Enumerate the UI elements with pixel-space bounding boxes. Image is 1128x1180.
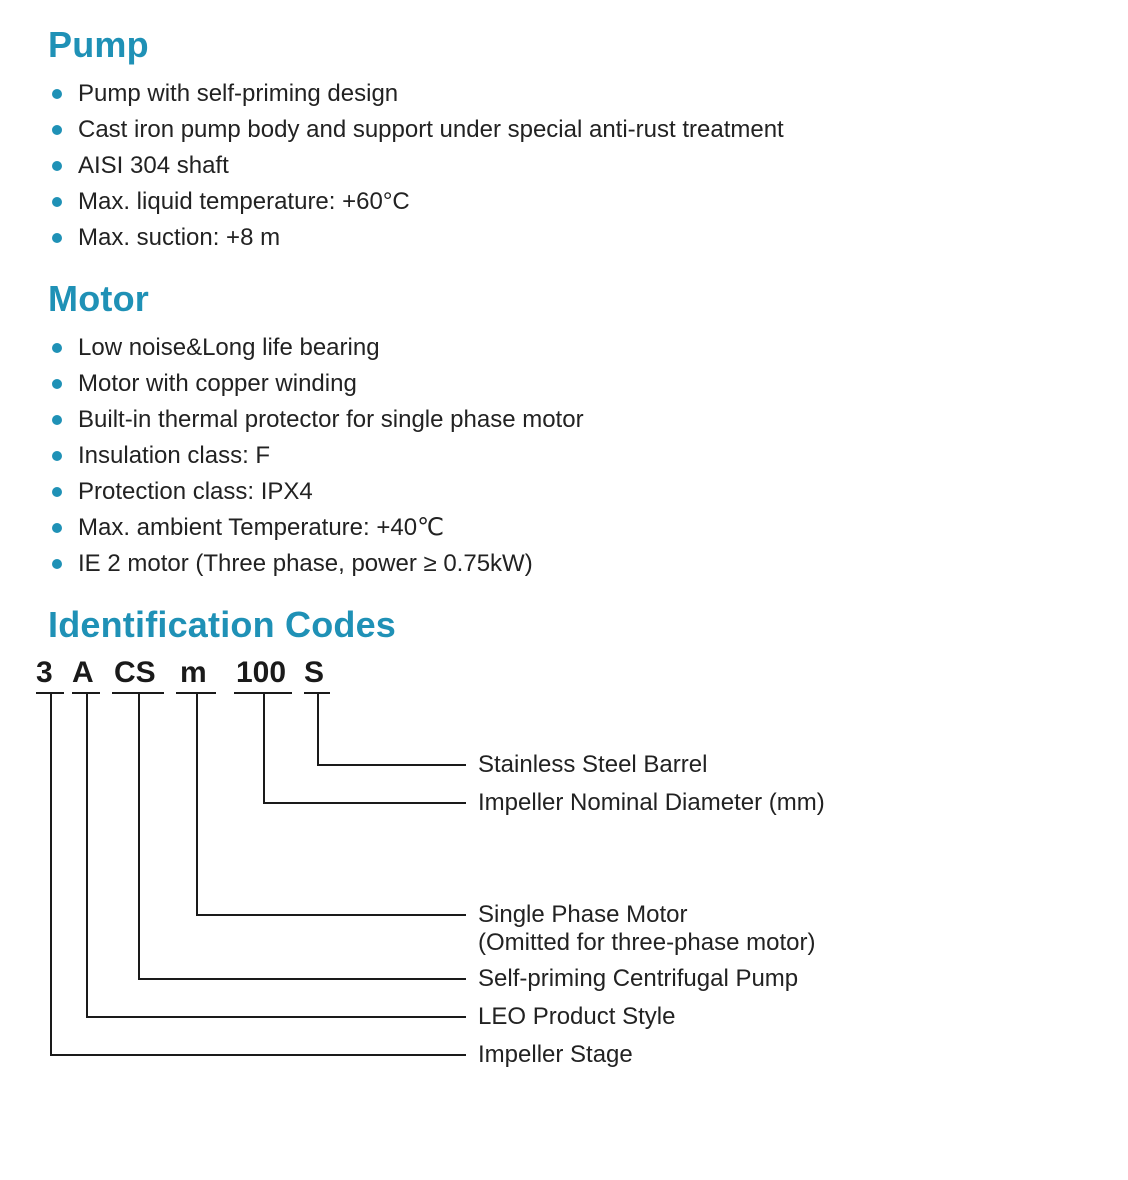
code-description: LEO Product Style xyxy=(478,1002,675,1032)
list-item: Max. suction: +8 m xyxy=(46,220,1092,256)
code-description: Self-priming Centrifugal Pump xyxy=(478,964,798,994)
list-item: Cast iron pump body and support under sp… xyxy=(46,112,1092,148)
code-description: Single Phase Motor xyxy=(478,900,687,930)
list-item: Pump with self-priming design xyxy=(46,76,1092,112)
code-description-line2: (Omitted for three-phase motor) xyxy=(478,928,815,958)
connector-horizontal xyxy=(138,978,466,980)
list-item: Max. liquid temperature: +60°C xyxy=(46,184,1092,220)
page: Pump Pump with self-priming design Cast … xyxy=(0,0,1128,1106)
connector-horizontal xyxy=(196,914,466,916)
code-token: m xyxy=(180,656,207,690)
list-item: Low noise&Long life bearing xyxy=(46,330,1092,366)
connector-horizontal xyxy=(263,802,466,804)
list-item: Protection class: IPX4 xyxy=(46,474,1092,510)
list-item: Max. ambient Temperature: +40℃ xyxy=(46,510,1092,546)
connector-vertical xyxy=(138,692,140,978)
list-item: IE 2 motor (Three phase, power ≥ 0.75kW) xyxy=(46,546,1092,582)
connector-horizontal xyxy=(86,1016,466,1018)
list-item: Motor with copper winding xyxy=(46,366,1092,402)
code-token: CS xyxy=(114,656,156,690)
pump-list: Pump with self-priming design Cast iron … xyxy=(36,76,1092,256)
connector-vertical xyxy=(50,692,52,1054)
code-description: Impeller Stage xyxy=(478,1040,633,1070)
code-token: A xyxy=(72,656,94,690)
heading-pump: Pump xyxy=(48,24,1092,66)
heading-idcodes: Identification Codes xyxy=(48,604,1092,646)
connector-vertical xyxy=(86,692,88,1016)
code-token: S xyxy=(304,656,324,690)
motor-list: Low noise&Long life bearing Motor with c… xyxy=(36,330,1092,582)
code-token: 100 xyxy=(236,656,286,690)
connector-vertical xyxy=(263,692,265,802)
identification-codes-diagram: 3 Impeller Stage A LEO Product Style CS Self-… xyxy=(36,656,1036,1106)
code-token: 3 xyxy=(36,656,53,690)
list-item: AISI 304 shaft xyxy=(46,148,1092,184)
connector-vertical xyxy=(196,692,198,914)
connector-vertical xyxy=(317,692,319,764)
list-item: Insulation class: F xyxy=(46,438,1092,474)
heading-motor: Motor xyxy=(48,278,1092,320)
code-description: Stainless Steel Barrel xyxy=(478,750,707,780)
list-item: Built-in thermal protector for single ph… xyxy=(46,402,1092,438)
code-description: Impeller Nominal Diameter (mm) xyxy=(478,788,825,818)
connector-horizontal xyxy=(50,1054,466,1056)
connector-horizontal xyxy=(317,764,466,766)
